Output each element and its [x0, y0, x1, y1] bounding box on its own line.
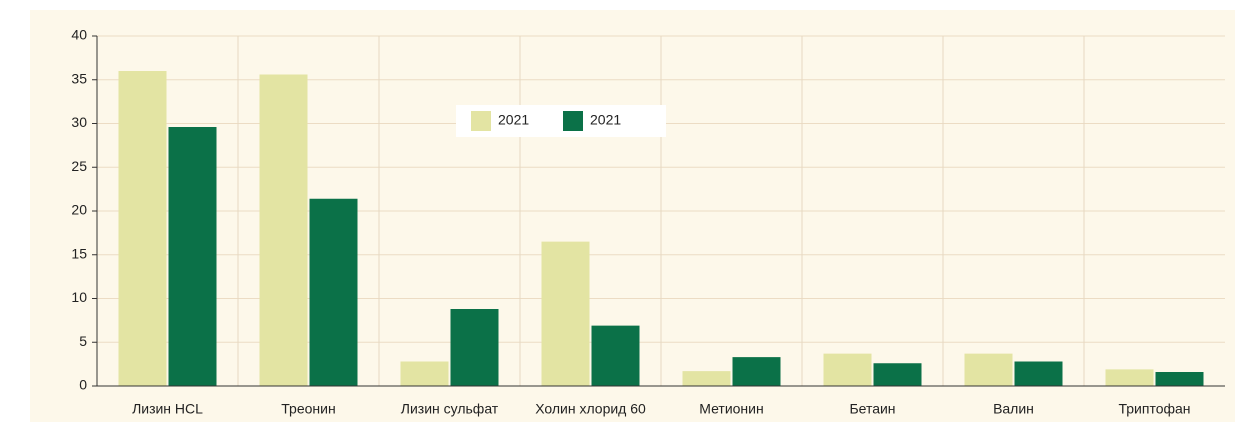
y-tick-label: 25: [71, 158, 87, 174]
y-tick-label: 0: [79, 377, 87, 393]
x-tick-label: Холин хлорид 60: [535, 401, 646, 417]
y-tick-label: 5: [79, 333, 87, 349]
y-tick-label: 40: [71, 27, 87, 43]
bar: [1014, 361, 1063, 386]
x-tick-label: Метионин: [699, 401, 763, 417]
x-tick-label: Треонин: [281, 401, 335, 417]
legend-swatch: [563, 111, 583, 131]
bar: [168, 127, 217, 386]
x-tick-label: Бетаин: [849, 401, 895, 417]
bar: [1155, 372, 1204, 386]
bar: [541, 241, 590, 386]
y-tick-label: 20: [71, 202, 87, 218]
bar: [732, 357, 781, 386]
x-tick-label: Лизин сульфат: [401, 401, 499, 417]
y-tick-label: 10: [71, 289, 87, 305]
bar: [823, 353, 872, 386]
y-tick-label: 35: [71, 70, 87, 86]
bar: [873, 363, 922, 386]
bar: [591, 325, 640, 386]
x-tick-label: Валин: [993, 401, 1034, 417]
x-tick-label: Лизин HCL: [132, 401, 203, 417]
bar: [682, 371, 731, 386]
x-tick-label: Триптофан: [1118, 401, 1190, 417]
legend-label: 2021: [498, 112, 529, 128]
y-tick-label: 30: [71, 114, 87, 130]
bar: [309, 198, 358, 386]
bar: [259, 74, 308, 386]
bar: [1105, 369, 1154, 386]
bar: [118, 71, 167, 386]
bar: [450, 309, 499, 386]
bar: [964, 353, 1013, 386]
legend-swatch: [471, 111, 491, 131]
legend-label: 2021: [590, 112, 621, 128]
y-tick-label: 15: [71, 245, 87, 261]
bar: [400, 361, 449, 386]
